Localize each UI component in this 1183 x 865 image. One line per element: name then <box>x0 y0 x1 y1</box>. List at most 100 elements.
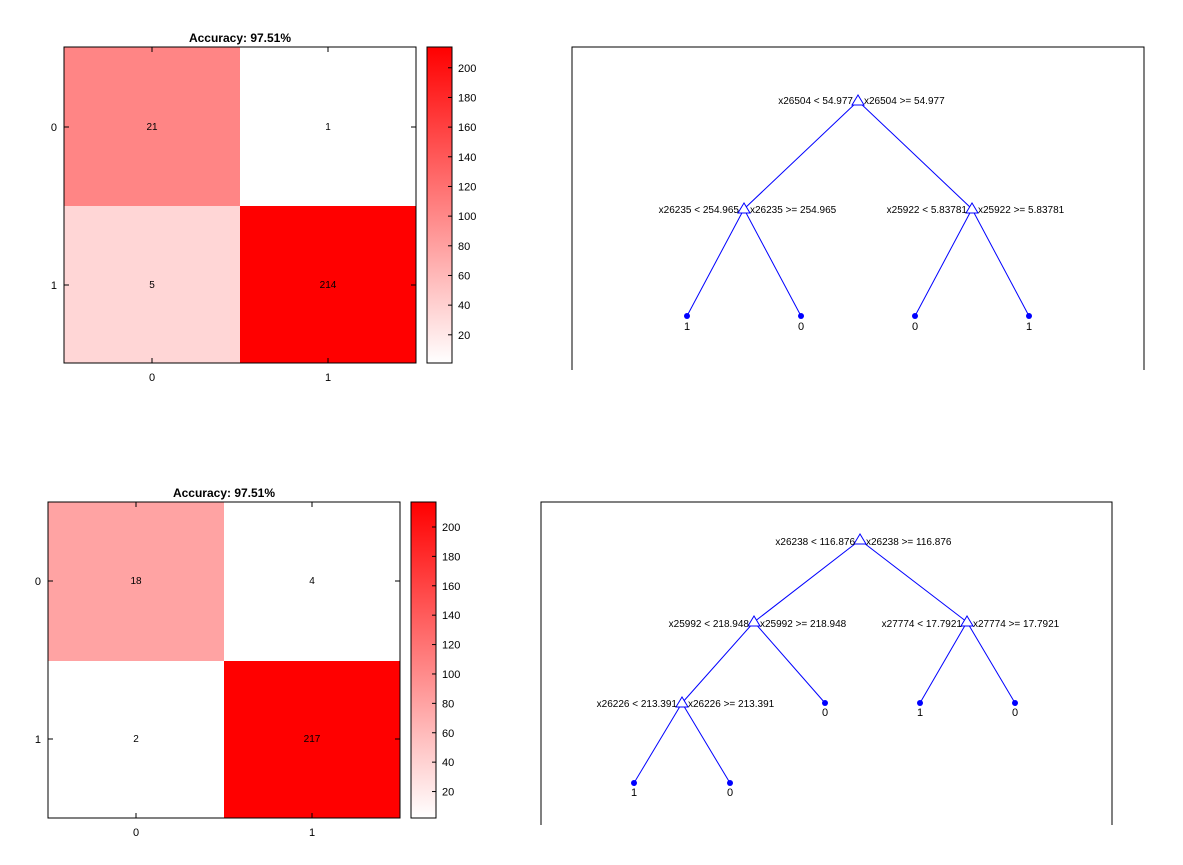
tree1-leaf-3-dot <box>912 313 918 319</box>
cm1-col-label-1: 1 <box>325 372 331 384</box>
cm2-colorbar-tick-label: 40 <box>442 757 454 769</box>
cm1-colorbar-tick-label: 40 <box>458 300 470 312</box>
cm1-colorbar <box>426 46 453 364</box>
cm1-colorbar-tick-label: 180 <box>458 92 476 104</box>
cm2-colorbar-tick-label: 140 <box>442 610 460 622</box>
tree2-node-3-right-label: x27774 >= 17.7921 <box>973 619 1060 630</box>
cm1-colorbar-tick-label: 100 <box>458 211 476 223</box>
tree1-leaf-1-dot <box>684 313 690 319</box>
tree1-axes-frame <box>571 46 1145 370</box>
tree2-node-3-triangle <box>960 615 974 627</box>
cm2-colorbar-tick-label: 200 <box>442 522 460 534</box>
tree1-node-3-triangle <box>965 202 979 214</box>
cm1-row-label-1: 1 <box>51 280 57 292</box>
cm2-colorbar-ticks: 20 40 60 80 100 120 140 160 180 200 <box>432 522 460 799</box>
tree2-leaf-3-label: 0 <box>1012 707 1018 719</box>
cm1-colorbar-tick-label: 60 <box>458 270 470 282</box>
tree2-node-2-right-label: x25992 >= 218.948 <box>760 619 847 630</box>
cm2-colorbar-tick-label: 20 <box>442 787 454 799</box>
cm1-value-1-1: 214 <box>320 280 337 291</box>
tree1-node-3-left-label: x25922 < 5.83781 <box>887 205 968 216</box>
cm2-row-label-1: 1 <box>35 734 41 746</box>
cm2-cell-1-0 <box>48 661 224 818</box>
cm1-colorbar-ticks: 20 40 60 80 100 120 140 160 180 200 <box>448 63 476 342</box>
cm1-cell-0-1 <box>240 47 416 206</box>
cm2-value-1-0: 2 <box>133 734 139 745</box>
cm2-value-1-1: 217 <box>304 734 321 745</box>
tree1-node-2-triangle <box>737 202 751 214</box>
cm2-colorbar-tick-label: 60 <box>442 728 454 740</box>
tree2-node-2-left-label: x25992 < 218.948 <box>669 619 750 630</box>
tree2-edges <box>633 539 1016 784</box>
tree2-leaf-4-label: 1 <box>631 787 637 799</box>
cm2-colorbar-tick-label: 80 <box>442 698 454 710</box>
cm2-value-0-1: 4 <box>309 576 315 587</box>
tree2-node-4-right-label: x26226 >= 213.391 <box>688 699 775 710</box>
tree2-node-1-right-label: x26238 >= 116.876 <box>866 537 952 548</box>
cm1-title: Accuracy: 97.51% <box>189 31 291 45</box>
cm1-value-1-0: 5 <box>149 280 155 291</box>
tree2-axes-frame <box>540 501 1113 825</box>
tree2-node-4-triangle <box>675 696 689 708</box>
tree1-leaf-1-label: 1 <box>684 321 690 333</box>
cm2-value-0-0: 18 <box>130 576 142 587</box>
tree1-node-3-right-label: x25922 >= 5.83781 <box>978 205 1065 216</box>
cm1-cell-1-0 <box>64 206 240 363</box>
tree1-leaf-2-dot <box>798 313 804 319</box>
cm1-colorbar-tick-label: 120 <box>458 181 476 193</box>
decision-tree-2: x26238 < 116.876 x26238 >= 116.876 x2599… <box>540 501 1113 825</box>
cm1-col-label-0: 0 <box>149 372 155 384</box>
tree1-edges <box>686 100 1030 317</box>
cm1-colorbar-tick-label: 160 <box>458 122 476 134</box>
tree1-node-1-right-label: x26504 >= 54.977 <box>864 96 945 107</box>
cm1-row-label-0: 0 <box>51 122 57 134</box>
cm1-colorbar-tick-label: 20 <box>458 330 470 342</box>
cm1-colorbar-tick-label: 200 <box>458 63 476 75</box>
cm2-title: Accuracy: 97.51% <box>173 486 275 500</box>
decision-tree-1: x26504 < 54.977 x26504 >= 54.977 x26235 … <box>571 46 1145 370</box>
tree2-leaf-3-dot <box>1012 700 1018 706</box>
cm1-colorbar-tick-label: 140 <box>458 152 476 164</box>
tree1-node-1-triangle <box>851 94 865 106</box>
tree1-node-2-left-label: x26235 < 254.965 <box>659 205 740 216</box>
tree1-leaf-4-dot <box>1026 313 1032 319</box>
tree2-node-4-left-label: x26226 < 213.391 <box>597 699 678 710</box>
cm2-cell-1-1 <box>224 661 400 818</box>
tree2-leaf-4-dot <box>631 780 637 786</box>
tree2-leaf-1-dot <box>822 700 828 706</box>
tree2-node-1-triangle <box>853 533 867 545</box>
tree1-leaf-2-label: 0 <box>798 321 804 333</box>
cm1-axes-box <box>63 46 417 364</box>
cm1-cell-0-0 <box>64 47 240 206</box>
cm2-colorbar-tick-label: 120 <box>442 640 460 652</box>
tree2-leaf-1-label: 0 <box>822 707 828 719</box>
cm2-cell-0-1 <box>224 502 400 661</box>
tree2-leaf-2-label: 1 <box>917 707 923 719</box>
tree1-node-1-left-label: x26504 < 54.977 <box>778 96 853 107</box>
tree1-leaf-4-label: 1 <box>1026 321 1032 333</box>
tree2-node-1-left-label: x26238 < 116.876 <box>775 537 855 548</box>
tree2-leaf-2-dot <box>917 700 923 706</box>
cm2-colorbar-tick-label: 100 <box>442 669 460 681</box>
tree2-leaf-5-dot <box>727 780 733 786</box>
tree2-node-3-left-label: x27774 < 17.7921 <box>882 619 963 630</box>
cm2-colorbar-tick-label: 160 <box>442 581 460 593</box>
confusion-matrix-2: Accuracy: 97.51% 18 4 2 217 0 1 0 1 20 40… <box>35 486 460 839</box>
cm1-colorbar-tick-label: 80 <box>458 241 470 253</box>
cm2-row-label-0: 0 <box>35 576 41 588</box>
cm1-cell-1-1 <box>240 206 416 363</box>
tree2-leaf-5-label: 0 <box>727 787 733 799</box>
cm2-cell-0-0 <box>48 502 224 661</box>
cm2-col-label-0: 0 <box>133 827 139 839</box>
cm1-value-0-1: 1 <box>325 122 331 133</box>
cm2-col-label-1: 1 <box>309 827 315 839</box>
cm2-colorbar-tick-label: 180 <box>442 551 460 563</box>
cm2-colorbar <box>410 501 437 819</box>
tree2-node-2-triangle <box>747 615 761 627</box>
cm1-value-0-0: 21 <box>146 122 158 133</box>
tree1-leaf-3-label: 0 <box>912 321 918 333</box>
confusion-matrix-1: Accuracy: 97.51% 21 1 5 214 0 1 0 1 2 <box>51 31 476 384</box>
tree1-node-2-right-label: x26235 >= 254.965 <box>750 205 837 216</box>
cm2-axes-box <box>47 501 401 819</box>
